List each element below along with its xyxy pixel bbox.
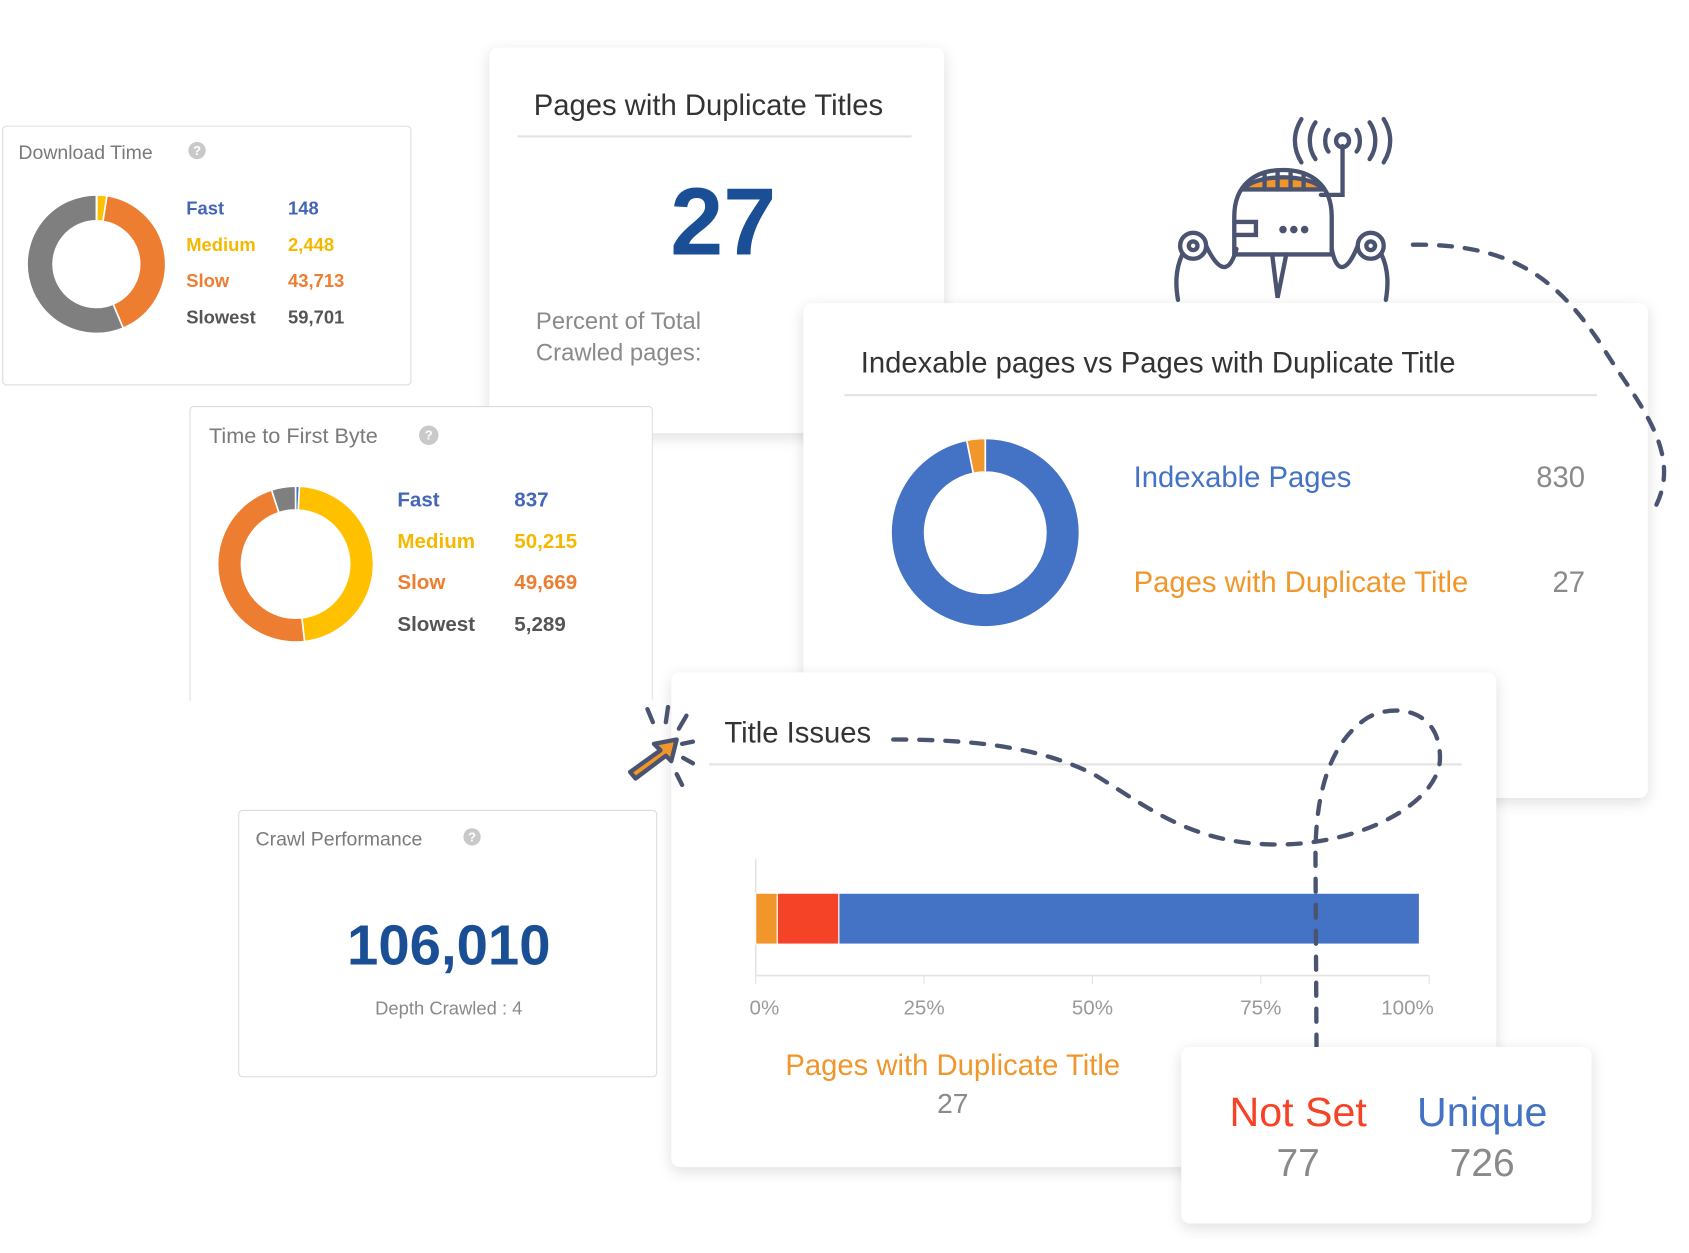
duplicate-label: Pages with Duplicate Title <box>1133 566 1469 599</box>
legend-label-medium: Medium <box>397 530 476 554</box>
donut-slice-slow <box>216 488 306 643</box>
legend-label-fast: Fast <box>186 198 225 219</box>
robot-illustration-icon <box>1174 116 1393 303</box>
x-tick-label: 50% <box>1072 996 1113 1019</box>
x-tick-label: 100% <box>1381 996 1434 1019</box>
not-set-unique-callout: Not Set 77 Unique 726 <box>1181 1046 1592 1224</box>
card-title: Time to First Byte <box>208 424 378 449</box>
duplicate-value: 27 <box>937 1087 969 1120</box>
ttfb-card: Time to First Byte ? Fast 837 Medium 50,… <box>189 406 653 701</box>
legend-value-slowest: 5,289 <box>514 613 566 637</box>
bar-segment-unique <box>838 892 1420 945</box>
donut-slice-indexable <box>890 437 1081 628</box>
divider <box>844 394 1597 397</box>
help-icon[interactable]: ? <box>419 425 439 445</box>
x-tick-label: 75% <box>1240 996 1281 1019</box>
donut-slice-slow <box>102 194 167 330</box>
donut-slice-duplicate <box>965 437 987 475</box>
pointer-arrow-icon <box>627 704 696 788</box>
donut-slice-medium <box>297 485 375 643</box>
depth-crawled: Depth Crawled : 4 <box>375 998 523 1019</box>
download-time-card: Download Time ? Fast 148 Medium 2,448 Sl… <box>2 125 412 386</box>
duplicate-value: 27 <box>1552 566 1586 599</box>
legend-value-slowest: 59,701 <box>287 307 345 329</box>
legend-value-slow: 49,669 <box>514 571 578 595</box>
not-set-label: Not Set <box>1229 1090 1367 1136</box>
x-tick-label: 0% <box>750 996 780 1019</box>
legend-label-slow: Slow <box>397 571 446 595</box>
ttfb-donut <box>216 485 375 643</box>
legend-value-medium: 2,448 <box>287 234 335 256</box>
percent-label-line1: Percent of Total <box>535 307 702 335</box>
bar-segment-not-set <box>776 892 840 945</box>
help-icon[interactable]: ? <box>463 828 481 846</box>
percent-label-line2: Crawled pages: <box>535 338 702 366</box>
card-title: Pages with Duplicate Titles <box>533 88 884 122</box>
indexable-donut <box>890 437 1081 628</box>
legend-label-slowest: Slowest <box>397 613 476 637</box>
donut-slice-slowest <box>270 485 297 514</box>
donut-slice-slowest <box>26 194 125 335</box>
duplicate-count: 27 <box>670 167 777 276</box>
unique-value: 726 <box>1449 1140 1515 1185</box>
legend-value-fast: 837 <box>514 489 549 513</box>
card-title: Title Issues <box>724 716 872 750</box>
legend-label-medium: Medium <box>186 234 256 256</box>
unique-label: Unique <box>1417 1090 1548 1136</box>
card-title: Download Time <box>18 141 153 164</box>
legend-label-slowest: Slowest <box>186 307 256 329</box>
legend-label-slow: Slow <box>186 270 230 292</box>
duplicate-label: Pages with Duplicate Title <box>785 1049 1121 1082</box>
x-tick-label: 25% <box>904 996 945 1019</box>
bar-segment-pages-with-duplicate-title <box>755 892 778 945</box>
divider <box>517 135 912 138</box>
card-title: Indexable pages vs Pages with Duplicate … <box>860 346 1456 379</box>
legend-value-slow: 43,713 <box>287 270 345 292</box>
crawl-performance-card: Crawl Performance ? 106,010 Depth Crawle… <box>238 809 658 1078</box>
download-time-donut <box>26 194 167 335</box>
card-title: Crawl Performance <box>255 828 423 850</box>
legend-label-fast: Fast <box>397 489 440 513</box>
indexable-label: Indexable Pages <box>1133 461 1352 494</box>
indexable-value: 830 <box>1536 461 1586 494</box>
not-set-value: 77 <box>1276 1140 1320 1185</box>
legend-value-medium: 50,215 <box>514 530 578 554</box>
legend-value-fast: 148 <box>287 198 319 219</box>
help-icon[interactable]: ? <box>188 141 206 160</box>
crawled-pages-count: 106,010 <box>347 914 551 978</box>
